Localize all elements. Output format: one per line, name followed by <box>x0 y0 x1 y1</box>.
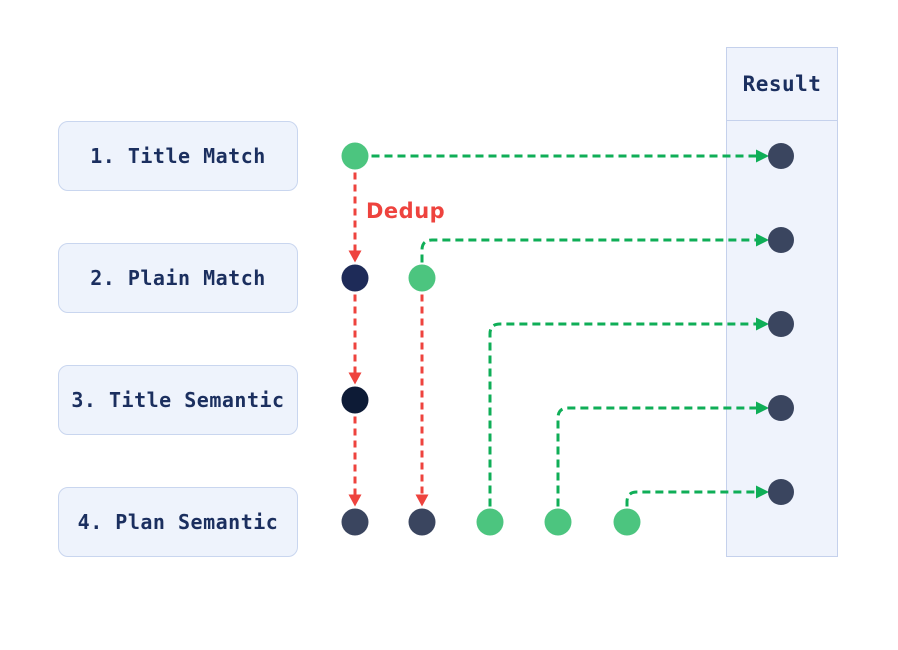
stage-box-plan-semantic: 4. Plan Semantic <box>58 487 298 557</box>
stage-dot-h <box>544 508 572 536</box>
stage-dot-c <box>408 264 436 292</box>
stage-dot-g <box>476 508 504 536</box>
red-arrowhead <box>348 372 362 385</box>
result-panel: Result <box>726 47 838 557</box>
stage-label: 3. Title Semantic <box>71 388 285 412</box>
red-arrowhead <box>348 250 362 263</box>
stage-dot-i <box>613 508 641 536</box>
stage-dot-b <box>341 264 369 292</box>
stage-dot-f <box>408 508 436 536</box>
stage-box-title-match: 1. Title Match <box>58 121 298 191</box>
stage-dot-e <box>341 508 369 536</box>
stage-box-plain-match: 2. Plain Match <box>58 243 298 313</box>
green-result-connector <box>420 238 756 263</box>
green-result-connector <box>488 322 756 507</box>
stage-box-title-semantic: 3. Title Semantic <box>58 365 298 435</box>
stage-label: 2. Plain Match <box>90 266 266 290</box>
dedup-label: Dedup <box>366 199 446 223</box>
stage-label: 1. Title Match <box>90 144 266 168</box>
stage-dot-a <box>341 142 369 170</box>
red-arrowhead <box>348 494 362 507</box>
red-arrowhead <box>415 494 429 507</box>
result-panel-title: Result <box>727 48 837 121</box>
stage-label: 4. Plan Semantic <box>77 510 279 534</box>
stage-dot-d <box>341 386 369 414</box>
